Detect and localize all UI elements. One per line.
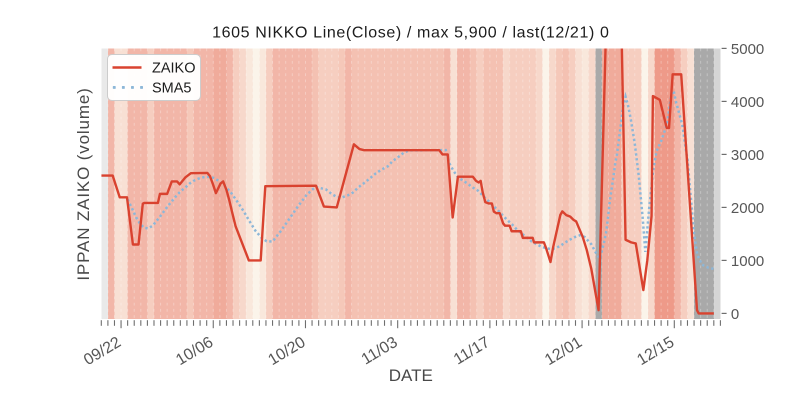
svg-text:0: 0 xyxy=(731,306,739,323)
svg-text:1000: 1000 xyxy=(731,253,764,270)
svg-text:DATE: DATE xyxy=(389,366,433,385)
svg-text:ZAIKO: ZAIKO xyxy=(152,61,196,77)
svg-text:5000: 5000 xyxy=(731,41,764,58)
svg-text:3000: 3000 xyxy=(731,147,764,164)
svg-text:1605 NIKKO Line(Close) / max 5: 1605 NIKKO Line(Close) / max 5,900 / las… xyxy=(212,25,609,42)
svg-text:2000: 2000 xyxy=(731,200,764,217)
svg-text:4000: 4000 xyxy=(731,94,764,111)
svg-text:IPPAN ZAIKO (volume): IPPAN ZAIKO (volume) xyxy=(74,87,93,280)
svg-text:SMA5: SMA5 xyxy=(152,81,192,97)
